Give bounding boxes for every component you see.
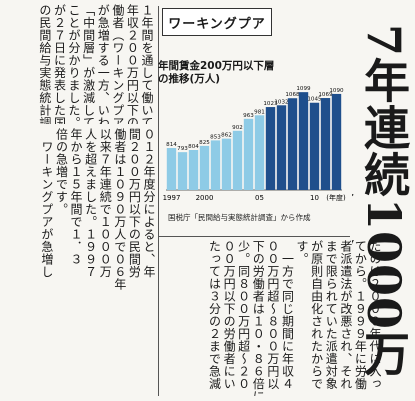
- bar-value-label: 963: [243, 113, 254, 119]
- bar: [177, 152, 188, 190]
- bar-value-label: 814: [166, 142, 177, 148]
- x-tick-label: 1997: [163, 194, 181, 202]
- bar: [287, 98, 298, 190]
- bar: [210, 140, 221, 190]
- article-text-right: たのは２０００年代に入っ てから。１９９９年に労働 者派遣法が改悪され、それ ま…: [207, 240, 382, 396]
- article-text-top-left: １年間を通して働いても 年収２００万円以下の民間労 働者（ワーキングプア）（働く…: [37, 4, 154, 124]
- x-tick-label: (年度): [326, 193, 346, 202]
- section-tag: ワーキングプア: [162, 8, 272, 36]
- bar: [243, 118, 254, 190]
- headline: 7年連続1000万人超: [352, 24, 411, 378]
- bar-chart: 年間賃金200万円以下層の推移(万人) 814 793 804 825 853 862 90…: [158, 40, 350, 236]
- bar: [298, 92, 309, 190]
- chart-title: 年間賃金200万円以下層の推移(万人): [158, 60, 275, 85]
- column-divider: [158, 6, 159, 396]
- x-tick-label: 2000: [196, 194, 214, 202]
- bar: [309, 102, 320, 190]
- bar-value-label: 853: [210, 134, 221, 140]
- bar-value-label: 1045: [307, 97, 322, 103]
- bar-value-label: 1068: [285, 92, 300, 98]
- bar-value-label: 825: [199, 140, 210, 146]
- chart-source: 国税庁「民間給与実態統計調査」から作成: [168, 213, 311, 222]
- bar-value-label: 1032: [274, 99, 288, 105]
- bar-value-label: 804: [188, 144, 199, 150]
- bar-value-label: 1069: [318, 92, 333, 98]
- chart-divider: [158, 236, 350, 237]
- bar: [254, 115, 265, 190]
- x-tick-label: 05: [255, 194, 264, 202]
- bar-value-label: 902: [232, 125, 243, 131]
- bar: [265, 107, 276, 190]
- bar-value-label: 1090: [329, 88, 344, 94]
- bar-value-label: 1099: [296, 86, 311, 92]
- bar: [232, 130, 243, 190]
- bar: [331, 93, 342, 190]
- bar-value-label: 793: [177, 146, 188, 152]
- bar-value-label: 981: [254, 109, 265, 115]
- article-text-bottom-left: ０１２年度分によると、年 間２００万円以下の民間労 働者は１０９０万人で０６年 …: [39, 128, 156, 291]
- x-tick-label: 10: [310, 194, 319, 202]
- bar: [276, 105, 287, 190]
- bar: [221, 138, 232, 190]
- bar-value-label: 1023: [263, 101, 278, 107]
- bar: [166, 148, 177, 190]
- bar-value-label: 862: [221, 133, 232, 139]
- bar: [188, 150, 199, 190]
- bar: [320, 98, 331, 190]
- bar: [199, 145, 210, 190]
